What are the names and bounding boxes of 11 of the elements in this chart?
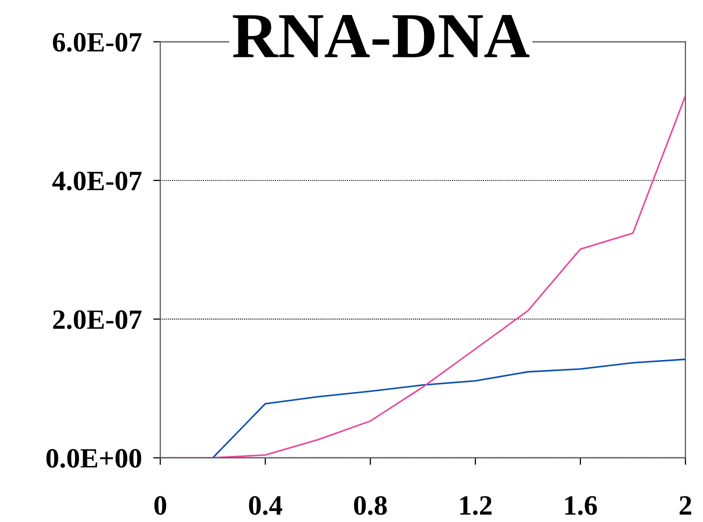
x-tick-label: 1.2 [460, 496, 492, 515]
y-tick-label: 2.0E-07 [53, 310, 142, 330]
x-tick-label: 0 [154, 496, 166, 515]
y-tick-label: 0.0E+00 [46, 448, 142, 468]
x-tick-label: 2 [680, 496, 692, 515]
y-tick-label: 4.0E-07 [52, 172, 142, 190]
x-tick-label: 0.8 [354, 496, 387, 515]
y-tick-label: 6.0E-07 [52, 32, 142, 52]
chart-title: RNA-DNA [232, 14, 530, 58]
x-tick-label: 0.4 [249, 496, 282, 515]
x-tick-label: 1.6 [565, 496, 597, 515]
